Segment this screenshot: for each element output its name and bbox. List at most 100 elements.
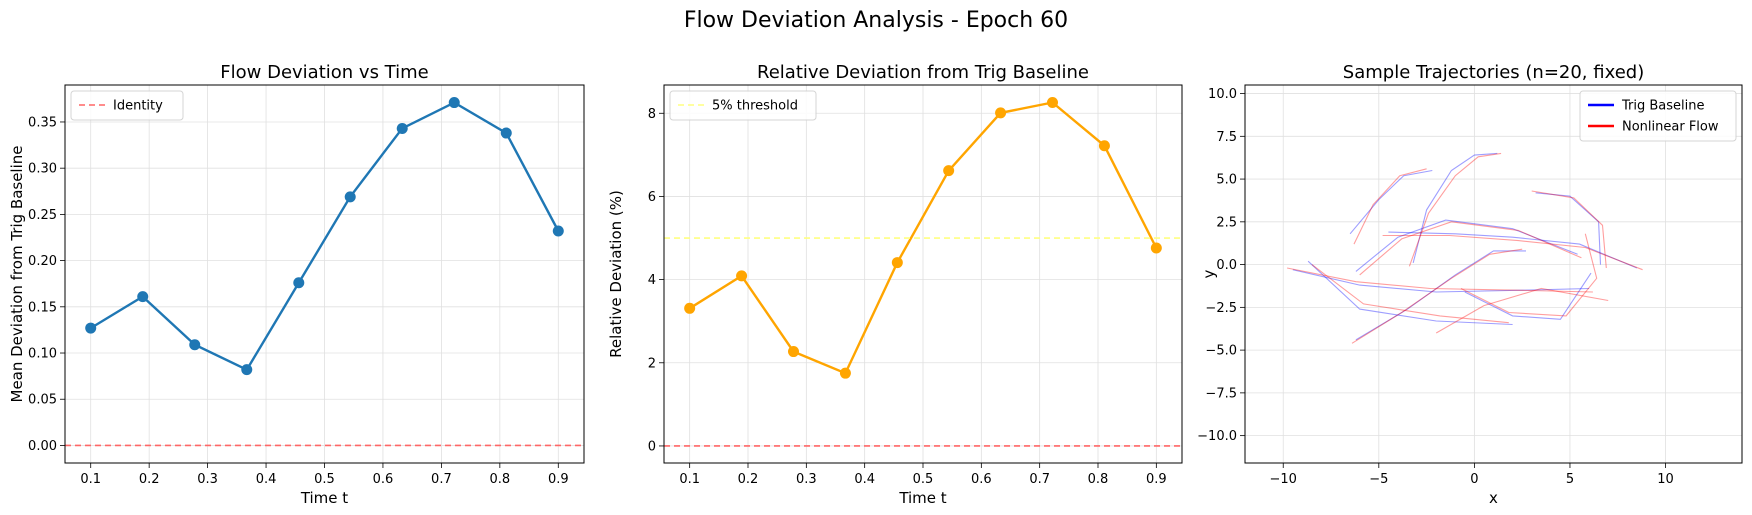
- y-tick-label: 0: [648, 439, 656, 454]
- legend: Identity: [70, 90, 184, 121]
- trajectory-line: [1531, 190, 1607, 269]
- x-tick-label: 0.9: [548, 472, 569, 487]
- data-point: [684, 302, 696, 314]
- x-tick-label: 0.8: [489, 472, 510, 487]
- chart-panel-2: 0.1 0.2 0.3 0.4 0.5 0.6 0.7 0.8 0.9 0 2 4 6 8 Relative…: [607, 62, 1183, 507]
- trajectory-line: [1412, 152, 1498, 264]
- y-tick-label: 5.0: [1216, 173, 1237, 188]
- data-point: [344, 191, 356, 203]
- legend: Trig Baseline Nonlinear Flow: [1579, 90, 1737, 142]
- x-tick-label: −10: [1270, 472, 1297, 487]
- trajectory-line: [1355, 250, 1526, 341]
- plot-area: [65, 97, 584, 447]
- x-tick-label: 10: [1657, 472, 1674, 487]
- x-axis-label: x: [1489, 489, 1498, 507]
- y-axis-label: y: [1200, 269, 1218, 278]
- axes-frame: [1244, 84, 1743, 464]
- x-tick-label: 0.2: [738, 472, 759, 487]
- data-point: [788, 346, 799, 358]
- y-tick-label: 7.5: [1216, 130, 1237, 145]
- data-point: [995, 107, 1007, 119]
- x-tick-label: 0.7: [431, 472, 452, 487]
- plot-area: [1286, 152, 1643, 344]
- x-tick-label: 0.7: [1029, 472, 1050, 487]
- trajectory-line: [1355, 219, 1578, 272]
- data-point: [189, 339, 201, 351]
- y-tick-label: 0.35: [28, 115, 57, 130]
- x-tick-label: 0.3: [796, 472, 817, 487]
- x-tick-label: 0.5: [314, 472, 335, 487]
- chart-panels: 0.1 0.2 0.3 0.4 0.5 0.6 0.7 0.8 0.9 0.0 0 0.05 0.10 0…: [8, 62, 1743, 507]
- data-point: [396, 122, 408, 134]
- trajectory-line: [1535, 192, 1602, 265]
- trajectory-line: [1286, 267, 1593, 293]
- y-axis-label: Relative Deviation (%): [607, 190, 625, 358]
- y-tick-label: 10.0: [1208, 87, 1237, 102]
- trajectory-line: [1311, 264, 1509, 324]
- data-point: [448, 97, 460, 109]
- x-tick-label: 0.4: [256, 472, 277, 487]
- trajectory-line: [1382, 234, 1643, 271]
- data-point: [1098, 140, 1110, 152]
- axes-frame: [663, 84, 1183, 464]
- data-point: [137, 291, 149, 303]
- x-tick-label: 0.4: [854, 472, 875, 487]
- y-tick-label: 6: [648, 190, 656, 205]
- legend: 5% threshold: [669, 90, 817, 121]
- trajectory-line: [1359, 221, 1582, 276]
- y-tick-label: −2.5: [1205, 301, 1237, 316]
- trajectory-line: [1460, 233, 1598, 317]
- trajectory-line: [1435, 287, 1609, 334]
- y-tick-label: 8: [648, 107, 656, 122]
- legend-label: Nonlinear Flow: [1622, 120, 1719, 135]
- y-tick-label: 0.10: [28, 347, 57, 362]
- x-tick-label: 0.3: [197, 472, 218, 487]
- legend-label: Identity: [113, 99, 163, 114]
- trajectory-line: [1408, 152, 1502, 267]
- x-tick-label: −5: [1369, 472, 1388, 487]
- data-point: [1150, 242, 1162, 254]
- legend-label: 5% threshold: [712, 99, 798, 114]
- series-line: [90, 101, 560, 372]
- y-tick-label: 0.20: [28, 254, 57, 269]
- y-tick-label: 0.25: [28, 208, 57, 223]
- x-tick-label: 0.1: [679, 472, 700, 487]
- y-tick-label: −5.0: [1205, 344, 1237, 359]
- chart-title: Relative Deviation from Trig Baseline: [757, 62, 1089, 83]
- y-tick-label: 0.0: [1216, 258, 1237, 273]
- data-point: [552, 225, 564, 237]
- chart-title: Flow Deviation vs Time: [220, 62, 428, 83]
- x-axis-label: Time t: [300, 489, 348, 507]
- x-tick-label: 0.5: [913, 472, 934, 487]
- y-tick-label: −10.0: [1197, 429, 1237, 444]
- data-point: [1047, 96, 1058, 108]
- chart-title: Sample Trajectories (n=20, fixed): [1343, 62, 1644, 83]
- x-axis-label: Time t: [898, 489, 946, 507]
- trajectory-line: [1351, 248, 1523, 344]
- y-tick-label: 0.15: [28, 300, 57, 315]
- data-point: [85, 322, 97, 334]
- x-tick-label: 0.6: [373, 472, 394, 487]
- trajectory-line: [1292, 269, 1590, 293]
- x-tick-label: 0.2: [139, 472, 160, 487]
- data-point: [241, 364, 253, 376]
- data-point: [891, 257, 903, 269]
- plot-area: [664, 96, 1182, 447]
- data-point: [736, 270, 748, 282]
- y-tick-label: 0.05: [28, 393, 57, 408]
- trajectory-line: [1307, 260, 1513, 326]
- chart-panel-1: 0.1 0.2 0.3 0.4 0.5 0.6 0.7 0.8 0.9 0.00 0.05 0.10 0…: [8, 62, 585, 507]
- legend-box: [1579, 90, 1737, 142]
- data-point: [943, 165, 955, 177]
- trajectory-line: [1464, 272, 1592, 320]
- legend-box: [669, 90, 817, 121]
- x-tick-label: 0.8: [1088, 472, 1109, 487]
- y-axis-label: Mean Deviation from Trig Baseline: [8, 145, 26, 402]
- y-tick-label: 4: [648, 273, 656, 288]
- chart-panel-3: −10 −5 0 5 10 −10.0 −7.5 −5.0 −2.5 0.0 2.5 5.0 7.5 10…: [1197, 62, 1743, 507]
- trajectory-line: [1353, 168, 1427, 245]
- x-tick-label: 0.1: [80, 472, 101, 487]
- y-tick-label: 2.5: [1216, 215, 1237, 230]
- y-tick-label: 2: [648, 356, 656, 371]
